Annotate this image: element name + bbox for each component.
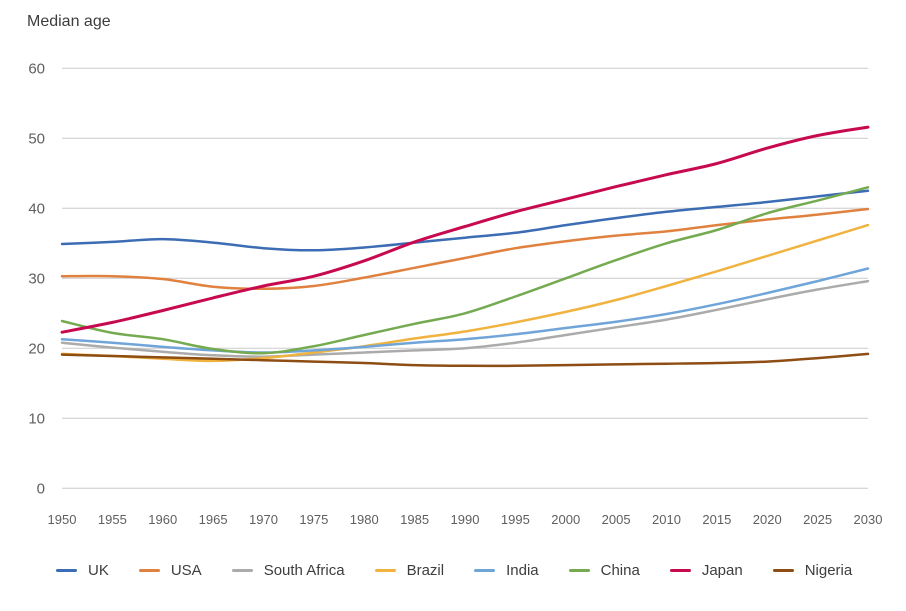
x-tick-label-1995: 1995 [501, 512, 530, 527]
legend-item-usa: USA [138, 562, 202, 579]
series-line-nigeria [60, 352, 870, 368]
x-tick-label-1975: 1975 [299, 512, 328, 527]
x-tick-label-2015: 2015 [702, 512, 731, 527]
series-line-uk [60, 189, 870, 252]
x-tick-label-2010: 2010 [652, 512, 681, 527]
x-tick-label-2005: 2005 [602, 512, 631, 527]
uk-legend-swatch-icon [56, 569, 77, 572]
legend-item-nigeria: Nigeria [772, 562, 853, 579]
legend-item-brazil: Brazil [374, 562, 445, 579]
legend-item-japan: Japan [669, 562, 743, 579]
x-tick-label-1965: 1965 [199, 512, 228, 527]
x-tick-label-1985: 1985 [400, 512, 429, 527]
x-tick-label-2025: 2025 [803, 512, 832, 527]
chart-title: Median age [27, 13, 111, 30]
series-line-china [60, 186, 870, 355]
legend-label-china: China [600, 562, 640, 579]
x-tick-label-2020: 2020 [753, 512, 782, 527]
india-legend-swatch-icon [474, 569, 496, 572]
legend-item-india: India [474, 562, 539, 579]
x-tick-label-1970: 1970 [249, 512, 278, 527]
series-line-brazil [60, 223, 870, 363]
china-legend-swatch-icon [568, 569, 590, 572]
series-line-japan [60, 125, 870, 334]
south-africa-legend-swatch-icon [231, 569, 253, 572]
legend-item-china: China [568, 562, 640, 579]
x-tick-label-2030: 2030 [854, 512, 883, 527]
x-tick-label-1950: 1950 [48, 512, 77, 527]
legend-label-south-africa: South Africa [263, 562, 345, 579]
y-tick-label-50: 50 [28, 130, 45, 147]
y-tick-label-20: 20 [28, 340, 45, 357]
x-tick-label-1955: 1955 [98, 512, 127, 527]
x-tick-label-1960: 1960 [148, 512, 177, 527]
y-tick-label-30: 30 [28, 270, 45, 287]
usa-legend-swatch-icon [138, 569, 160, 572]
y-tick-label-60: 60 [28, 60, 45, 77]
series-line-south-africa [60, 279, 870, 358]
series-line-usa [60, 207, 870, 291]
legend-item-uk: UK [56, 562, 109, 579]
legend-label-brazil: Brazil [406, 562, 445, 579]
y-tick-label-40: 40 [28, 200, 45, 217]
legend-label-usa: USA [170, 562, 202, 579]
legend-label-uk: UK [88, 562, 109, 579]
y-tick-label-10: 10 [28, 410, 45, 427]
brazil-legend-swatch-icon [374, 569, 396, 572]
legend-label-india: India [506, 562, 539, 579]
legend-label-nigeria: Nigeria [804, 562, 853, 579]
legend-item-south-africa: South Africa [231, 562, 345, 579]
japan-legend-swatch-icon [669, 569, 691, 572]
x-tick-label-2000: 2000 [551, 512, 580, 527]
legend-label-japan: Japan [701, 562, 743, 579]
x-tick-label-1990: 1990 [451, 512, 480, 527]
y-tick-label-0: 0 [37, 480, 45, 497]
series-line-india [60, 267, 870, 354]
chart-legend: UK USA South Africa Brazil India China Japan Ni… [0, 562, 906, 579]
nigeria-legend-swatch-icon [772, 569, 794, 572]
x-tick-label-1980: 1980 [350, 512, 379, 527]
